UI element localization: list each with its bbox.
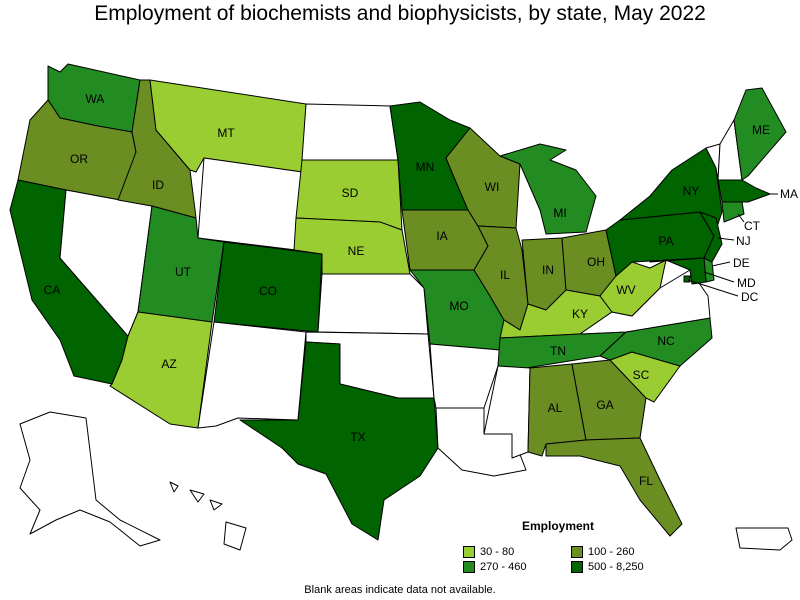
label-ia: IA [436,229,447,243]
label-sc: SC [633,368,650,382]
map-title: Employment of biochemists and biophysici… [94,2,706,25]
state-nd[interactable] [301,103,399,161]
state-ar[interactable] [429,343,501,409]
legend-label-2: 100 - 260 [588,546,635,558]
legend-swatch-2 [571,546,583,558]
label-wi: WI [485,180,500,194]
leader-lines [687,193,778,297]
label-al: AL [548,401,563,415]
legend-label-4: 500 - 8,250 [588,561,644,573]
state-dc[interactable] [683,275,691,283]
label-mn: MN [416,160,435,174]
label-ct: CT [744,219,761,233]
label-az: AZ [161,357,176,371]
state-labels: WA OR CA ID MT UT AZ CO SD NE TX MN IA M… [44,92,798,488]
data-note: Blank areas indicate data not available. [304,584,496,596]
label-ca: CA [44,283,61,297]
state-mi[interactable] [499,143,597,235]
state-nm[interactable] [197,321,307,429]
state-md[interactable] [649,257,707,285]
legend-swatch-1 [463,546,475,558]
legend-item-3: 270 - 460 [463,561,526,573]
label-id: ID [152,178,164,192]
label-mi: MI [553,206,566,220]
state-fl[interactable] [545,437,683,537]
state-ks[interactable] [317,273,429,335]
state-ct[interactable] [721,201,745,223]
legend-label-3: 270 - 460 [480,561,527,573]
label-tn: TN [550,344,566,358]
label-ne: NE [348,244,365,258]
state-pr[interactable] [735,527,793,551]
label-de: DE [733,256,750,270]
label-co: CO [259,284,277,298]
legend-swatch-3 [463,561,475,573]
label-sd: SD [342,186,359,200]
state-ma[interactable] [717,179,771,203]
state-la[interactable] [435,407,527,477]
state-ga[interactable] [571,359,647,441]
label-nc: NC [657,334,675,348]
label-in: IN [542,263,554,277]
label-nj: NJ [736,234,751,248]
label-mt: MT [217,126,235,140]
state-az[interactable] [109,311,213,429]
label-wa: WA [86,92,105,106]
label-dc: DC [741,290,759,304]
label-ut: UT [175,265,192,279]
label-ma: MA [780,187,798,201]
label-or: OR [70,152,88,166]
state-tx[interactable] [239,341,439,541]
state-hi[interactable] [169,481,247,551]
label-il: IL [500,268,510,282]
legend-item-4: 500 - 8,250 [571,561,644,573]
state-wy[interactable] [197,157,303,251]
legend-item-2: 100 - 260 [571,546,634,558]
legend-label-1: 30 - 80 [480,546,515,558]
label-md: MD [737,276,756,290]
legend-swatch-4 [571,561,583,573]
label-ny: NY [683,184,700,198]
legend-item-1: 30 - 80 [463,546,514,558]
label-fl: FL [639,474,653,488]
label-ga: GA [596,398,613,412]
label-ky: KY [572,307,588,321]
legend-title: Employment [522,519,595,533]
state-ak[interactable] [19,411,161,547]
label-wv: WV [616,283,635,297]
label-me: ME [752,123,770,137]
label-mo: MO [449,299,468,313]
label-tx: TX [350,430,365,444]
label-oh: OH [587,255,605,269]
label-pa: PA [658,234,673,248]
